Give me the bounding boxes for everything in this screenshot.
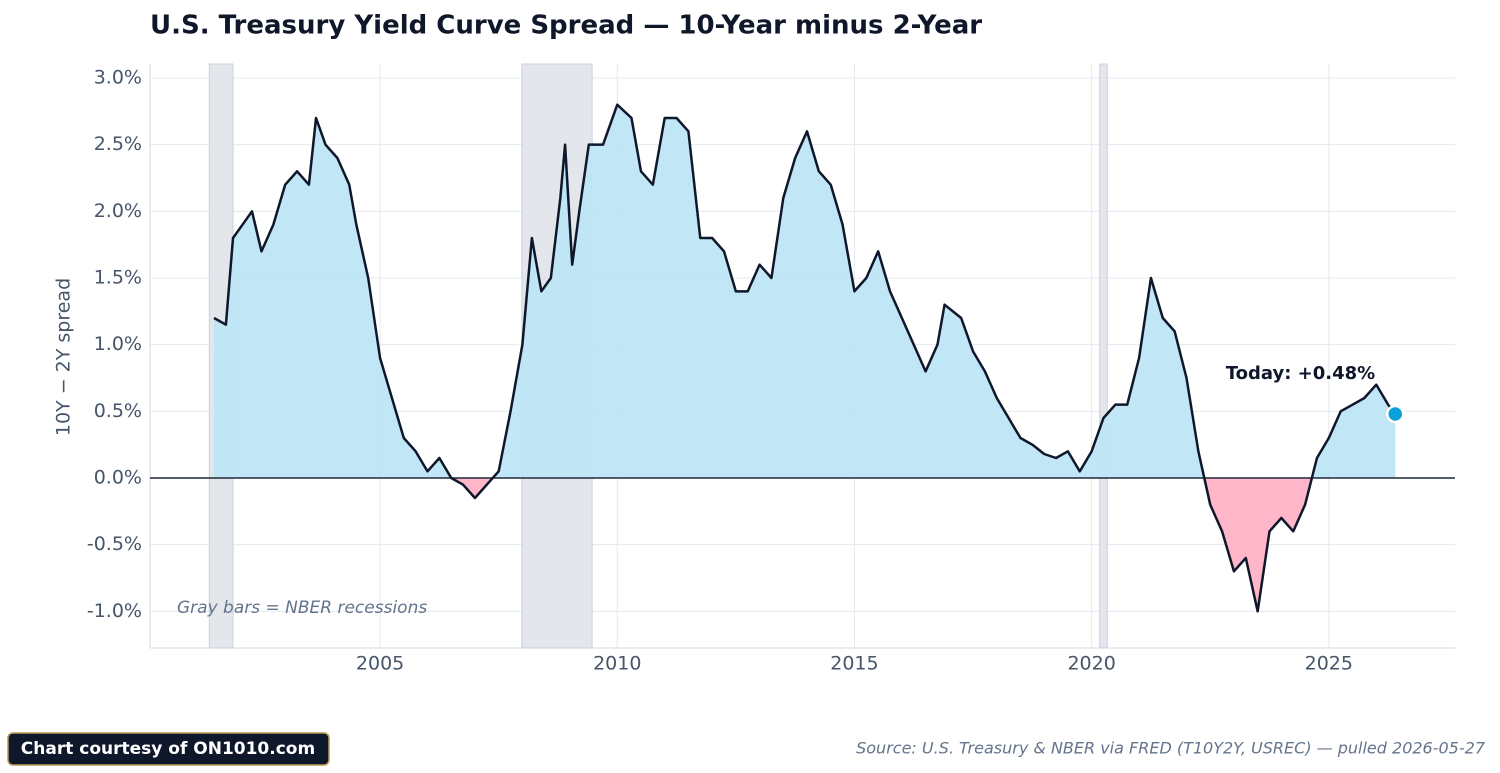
today-label: Today: +0.48% bbox=[1226, 363, 1375, 384]
y-tick-label: 2.0% bbox=[94, 200, 142, 222]
x-tick-label: 2015 bbox=[830, 653, 878, 675]
y-tick-label: 1.0% bbox=[94, 333, 142, 355]
badge-text: Chart courtesy of ON1010.com bbox=[21, 739, 315, 759]
x-tick-label: 2005 bbox=[356, 653, 404, 675]
positive-area bbox=[214, 104, 1396, 478]
x-tick-label: 2010 bbox=[593, 653, 641, 675]
source-note: Source: U.S. Treasury & NBER via FRED (T… bbox=[856, 739, 1486, 758]
y-tick-label: 1.5% bbox=[94, 267, 142, 289]
y-tick-label: 2.5% bbox=[94, 133, 142, 155]
chart-title: U.S. Treasury Yield Curve Spread — 10-Ye… bbox=[150, 11, 982, 41]
y-tick-label: -0.5% bbox=[87, 533, 142, 555]
x-tick-label: 2025 bbox=[1305, 653, 1353, 675]
badge-box bbox=[7, 732, 330, 766]
y-axis-label: 10Y − 2Y spread bbox=[53, 278, 75, 436]
x-tick-label: 2020 bbox=[1067, 653, 1115, 675]
negative-area bbox=[214, 478, 1396, 612]
y-tick-label: -1.0% bbox=[87, 600, 142, 622]
y-tick-label: 3.0% bbox=[94, 67, 142, 89]
recession-note: Gray bars = NBER recessions bbox=[177, 598, 427, 618]
recession-band bbox=[1099, 63, 1108, 649]
spread-line bbox=[213, 103, 1397, 613]
today-marker bbox=[1385, 404, 1405, 424]
y-tick-label: 0.0% bbox=[94, 467, 142, 489]
y-tick-label: 0.5% bbox=[94, 400, 142, 422]
